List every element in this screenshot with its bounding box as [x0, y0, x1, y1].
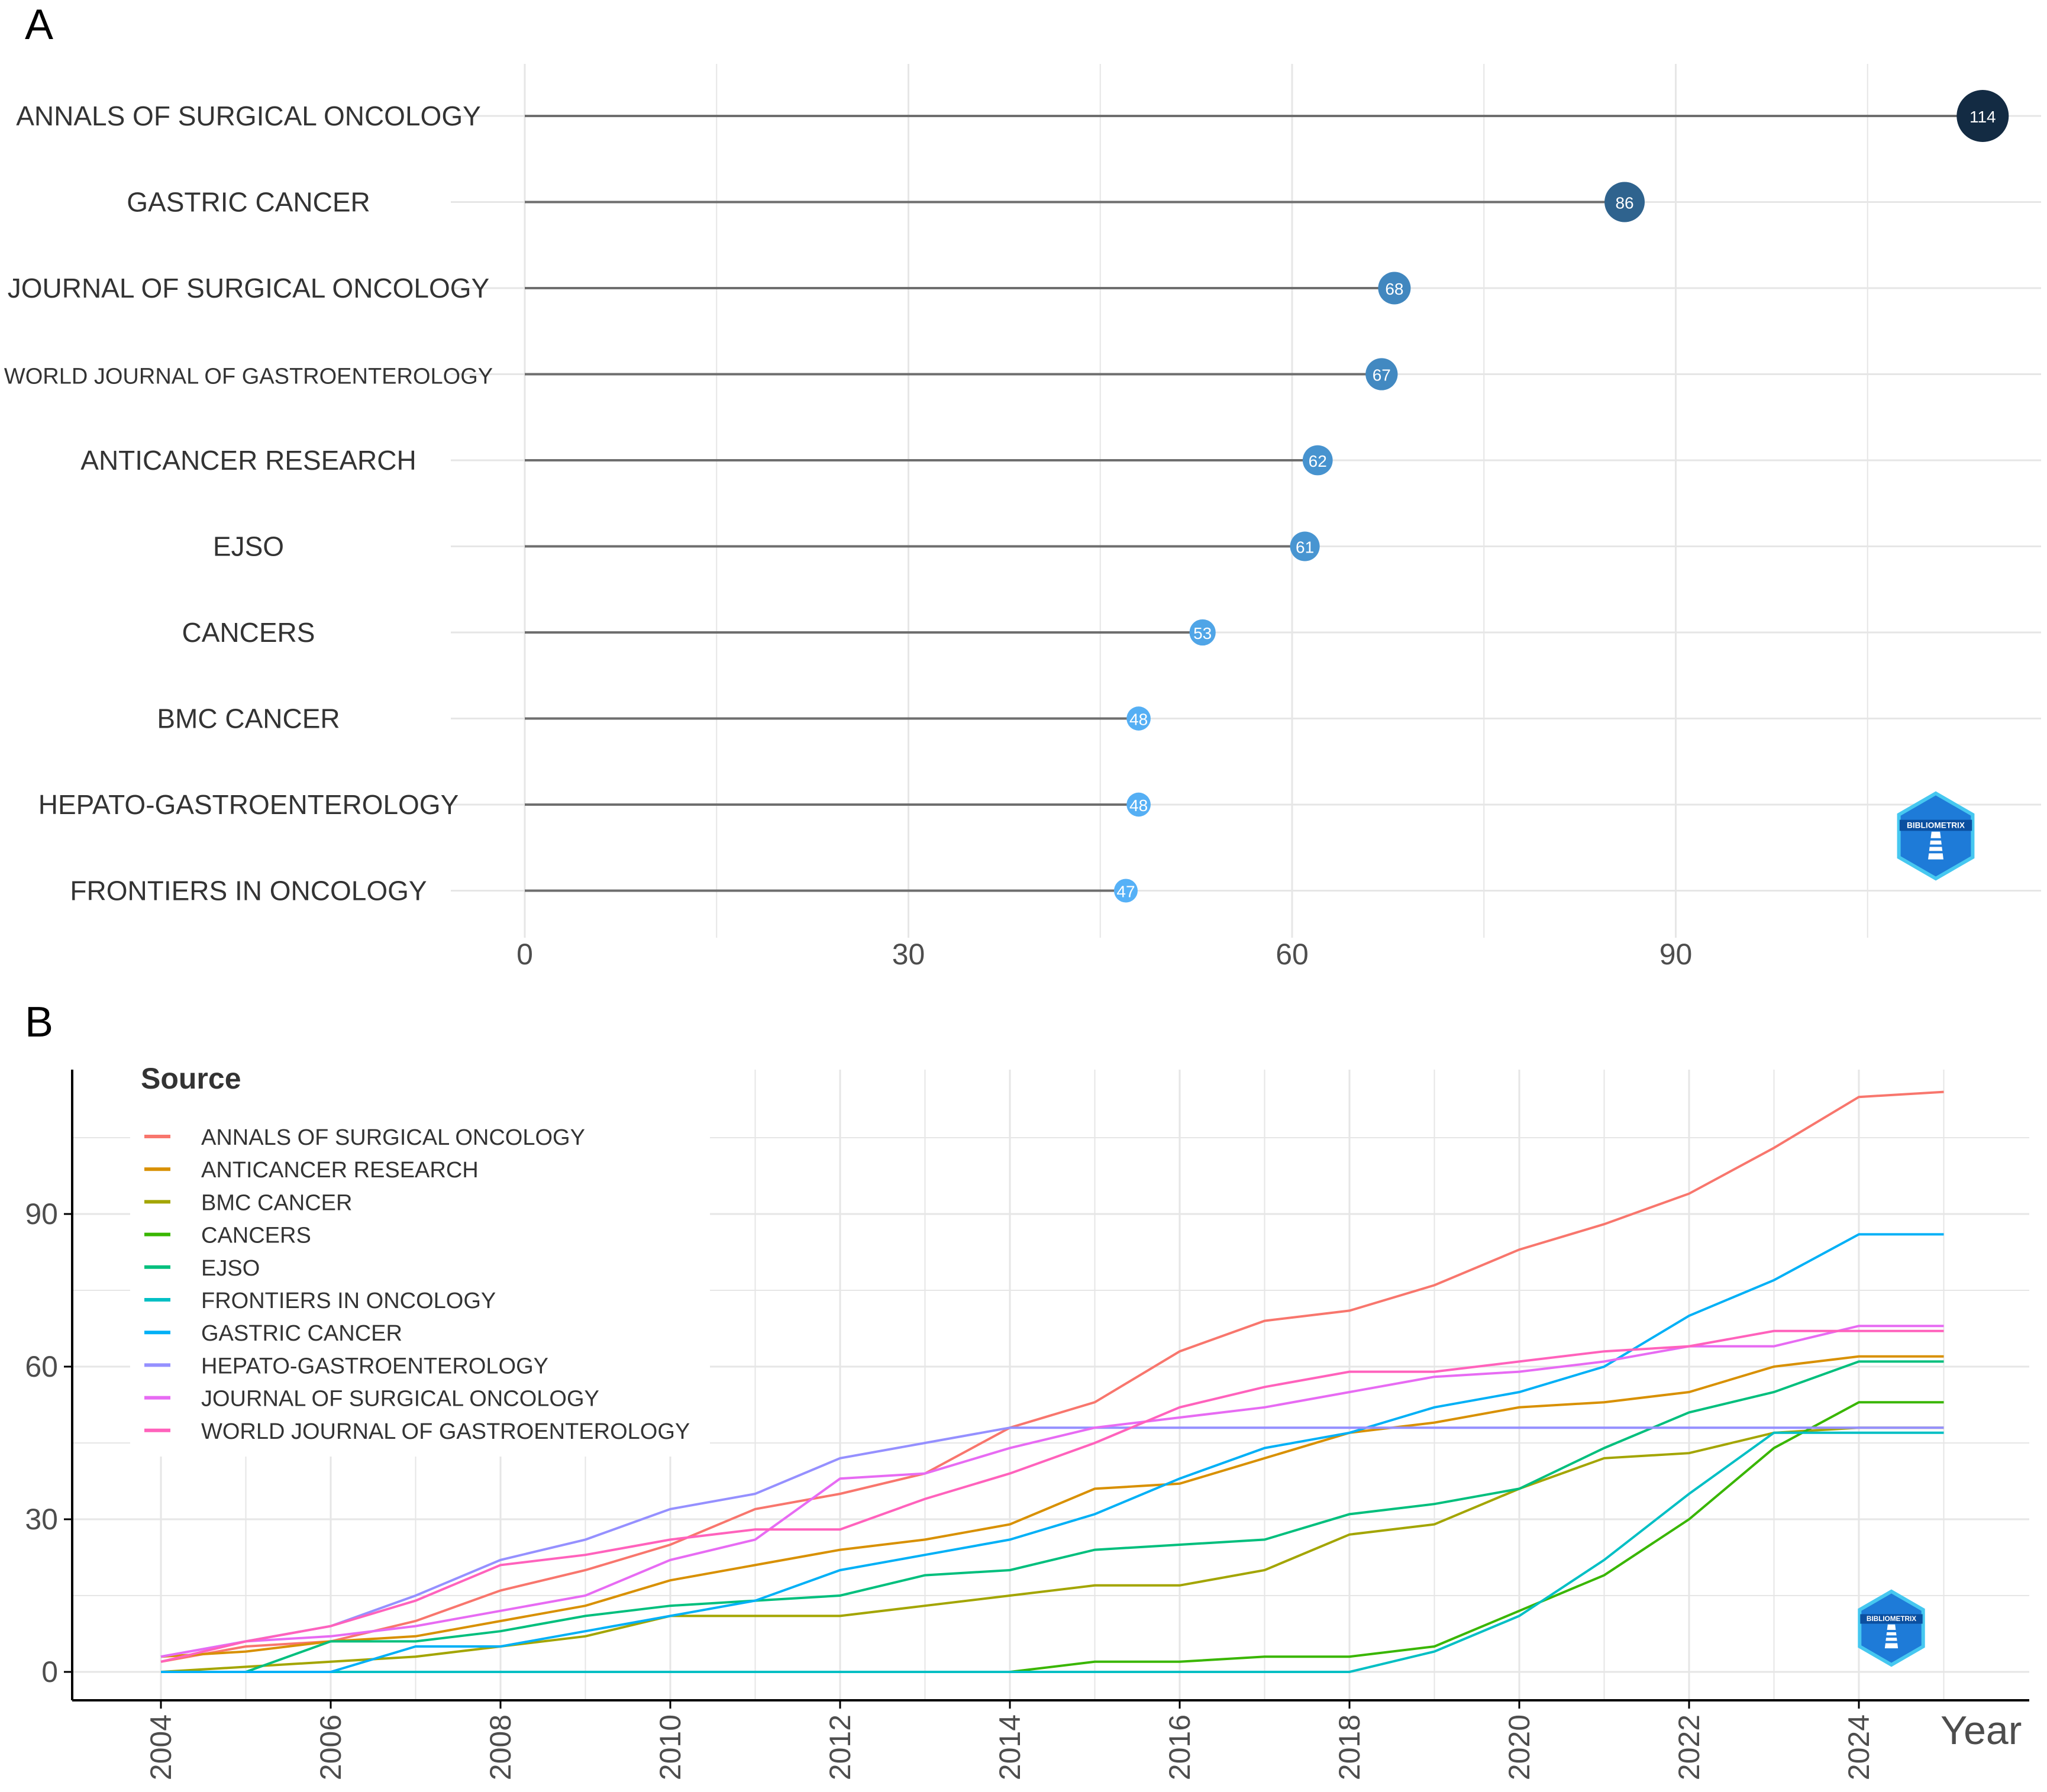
x-tick-label: 2012 — [824, 1714, 857, 1780]
lollipop-dot — [1365, 358, 1398, 390]
x-tick-label: 2022 — [1673, 1714, 1706, 1780]
panel-a-stems — [525, 115, 1983, 892]
lollipop-dot — [1113, 879, 1138, 903]
value-label: 62 — [1309, 452, 1327, 470]
legend-entry: BMC CANCER — [201, 1190, 352, 1215]
series-line — [160, 1325, 1944, 1658]
panel-a: A 114 86 68 67 62 61 53 48 48 47 ANNALS OF SURGIC… — [4, 1, 2041, 971]
value-label: 68 — [1385, 280, 1403, 298]
x-tick-label: 30 — [892, 938, 925, 971]
logo-band — [1899, 819, 1972, 831]
series-line — [160, 1090, 1944, 1663]
x-tick-label: 2018 — [1333, 1714, 1366, 1780]
x-tick-label: 2014 — [993, 1714, 1026, 1780]
series-line — [160, 1329, 1944, 1663]
legend-entry: CANCERS — [201, 1223, 311, 1248]
legend-entry: FRONTIERS IN ONCOLOGY — [201, 1289, 496, 1313]
category-label: ANNALS OF SURGICAL ONCOLOGY — [16, 101, 481, 131]
series-line — [161, 1360, 1944, 1673]
panel-a-category-labels: ANNALS OF SURGICAL ONCOLOGY GASTRIC CANCE… — [4, 101, 493, 906]
value-label: 47 — [1116, 883, 1135, 901]
lollipop-dot — [1378, 272, 1411, 305]
y-tick-label: 0 — [41, 1655, 58, 1688]
value-label: 61 — [1296, 538, 1314, 557]
panel-a-x-tick-labels: 0 30 60 90 — [516, 938, 1692, 971]
category-label: GASTRIC CANCER — [127, 187, 370, 218]
y-tick-label: 90 — [25, 1197, 58, 1231]
x-tick-label: 60 — [1276, 938, 1309, 971]
bibliometrix-logo-b: BIBLIOMETRIX — [1858, 1589, 1925, 1667]
legend-entry: ANNALS OF SURGICAL ONCOLOGY — [201, 1125, 585, 1150]
panel-b-x-tick-labels: 2004 2006 2008 2010 2012 2014 2016 2018 2020 2022… — [144, 1700, 1875, 1780]
x-tick-label: 90 — [1659, 938, 1693, 971]
panel-b-series-lines — [160, 1090, 1944, 1673]
category-label: WORLD JOURNAL OF GASTROENTEROLOGY — [4, 364, 493, 389]
x-tick-label: 0 — [516, 938, 533, 971]
category-label: EJSO — [213, 531, 284, 562]
lollipop-dot — [1604, 182, 1645, 222]
panel-a-dots: 114 86 68 67 62 61 53 48 48 47 — [1113, 90, 2009, 903]
category-label: CANCERS — [182, 617, 315, 648]
series-line — [160, 1355, 1944, 1658]
value-label: 114 — [1969, 108, 1996, 126]
legend-entry: WORLD JOURNAL OF GASTROENTEROLOGY — [201, 1419, 690, 1444]
legend-entry: ANTICANCER RESEARCH — [201, 1158, 479, 1183]
logo-text: BIBLIOMETRIX — [1907, 821, 1965, 829]
category-label: JOURNAL OF SURGICAL ONCOLOGY — [8, 273, 490, 303]
y-tick-label: 60 — [25, 1350, 58, 1383]
value-label: 48 — [1129, 796, 1148, 815]
legend-entry: JOURNAL OF SURGICAL ONCOLOGY — [201, 1387, 599, 1412]
series-line — [161, 1431, 1944, 1673]
category-label: BMC CANCER — [157, 703, 340, 734]
bibliometrix-logo-a: BIBLIOMETRIX — [1897, 791, 1975, 881]
logo-text: BIBLIOMETRIX — [1867, 1615, 1916, 1623]
x-tick-label: 2024 — [1842, 1714, 1875, 1780]
x-tick-label: 2006 — [314, 1714, 347, 1780]
legend-entry: EJSO — [201, 1256, 260, 1281]
panel-b-label: B — [25, 999, 53, 1046]
series-line — [161, 1233, 1944, 1673]
legend-entry: HEPATO-GASTROENTEROLOGY — [201, 1354, 548, 1378]
logo-band — [1860, 1614, 1923, 1624]
lollipop-dot — [1126, 792, 1151, 817]
panel-b-y-tick-labels: 0 30 60 90 — [25, 1197, 72, 1688]
series-line — [160, 1426, 1944, 1673]
legend-entry: GASTRIC CANCER — [201, 1321, 402, 1346]
lollipop-dot — [1126, 706, 1151, 731]
panel-b-legend: Source ANNALS OF SURGICAL ONCOLOGY ANTICA… — [130, 1054, 710, 1457]
value-label: 48 — [1129, 711, 1148, 729]
x-tick-label: 2008 — [484, 1714, 517, 1780]
lollipop-dot — [1189, 619, 1216, 646]
value-label: 53 — [1193, 624, 1212, 642]
value-label: 86 — [1615, 194, 1633, 212]
value-label: 67 — [1373, 366, 1391, 385]
category-label: FRONTIERS IN ONCOLOGY — [70, 876, 427, 906]
panel-a-label: A — [25, 1, 53, 49]
y-tick-label: 30 — [25, 1503, 58, 1536]
panel-b-x-axis-title: Year — [1941, 1708, 2022, 1753]
x-tick-label: 2004 — [144, 1714, 177, 1780]
lollipop-dot — [1956, 90, 2009, 142]
category-label: ANTICANCER RESEARCH — [80, 445, 416, 476]
x-tick-label: 2020 — [1503, 1714, 1536, 1780]
series-line — [160, 1426, 1944, 1658]
x-tick-label: 2010 — [654, 1714, 687, 1780]
lollipop-dot — [1290, 531, 1320, 561]
x-tick-label: 2016 — [1163, 1714, 1196, 1780]
legend-title: Source — [141, 1062, 241, 1095]
category-label: HEPATO-GASTROENTEROLOGY — [38, 789, 459, 820]
lollipop-dot — [1302, 445, 1333, 476]
panel-b-axes — [71, 1070, 2029, 1701]
